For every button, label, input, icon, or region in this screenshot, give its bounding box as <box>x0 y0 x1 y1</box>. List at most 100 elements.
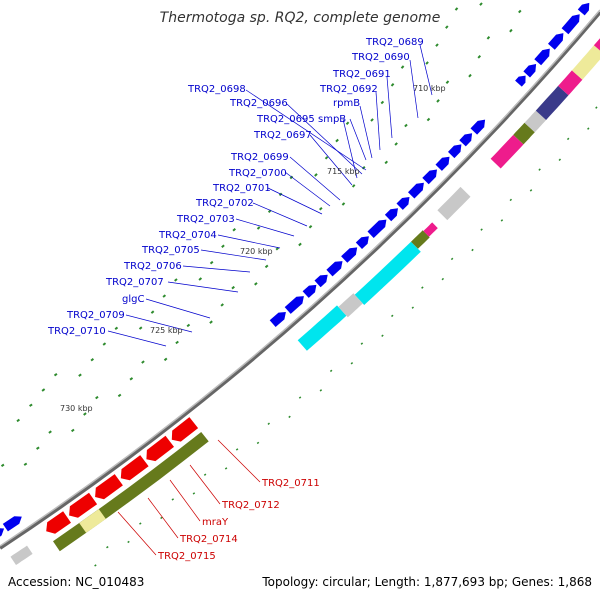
forward-gene-arrow[interactable] <box>314 274 328 288</box>
gc-skew-mark <box>232 227 236 232</box>
label-leader-line <box>167 281 239 293</box>
gc-skew-mark <box>23 462 28 466</box>
gc-skew-mark <box>36 446 40 450</box>
forward-gene-arrow[interactable] <box>408 182 424 199</box>
forward-gene-arrow[interactable] <box>326 261 343 277</box>
gc-skew-mark <box>41 388 46 392</box>
gene-label[interactable]: TRQ2_0704 <box>158 230 217 241</box>
gene-label[interactable]: TRQ2_0710 <box>47 326 106 337</box>
gene-label[interactable]: TRQ2_0709 <box>66 310 125 321</box>
gene-label[interactable]: TRQ2_0698 <box>187 84 246 95</box>
gene-label[interactable]: TRQ2_0714 <box>179 534 238 545</box>
forward-gene-arrow[interactable] <box>269 312 286 327</box>
gene-label[interactable]: TRQ2_0707 <box>105 277 164 288</box>
label-leader-line <box>189 464 221 505</box>
gene-label[interactable]: TRQ2_0691 <box>332 69 391 80</box>
forward-gene-arrow[interactable] <box>515 75 526 87</box>
reverse-gene-arrow[interactable] <box>146 435 174 462</box>
forward-gene-arrow[interactable] <box>284 296 304 314</box>
gc-content-mark <box>203 473 207 476</box>
forward-gene-arrow[interactable] <box>548 33 564 50</box>
gene-label[interactable]: TRQ2_0705 <box>141 245 200 256</box>
forward-gene-arrow[interactable] <box>523 64 537 78</box>
gc-skew-mark <box>426 117 431 122</box>
reverse-gene-arrow[interactable] <box>46 511 71 534</box>
gene-label[interactable]: TRQ2_0712 <box>221 500 280 511</box>
gc-content-mark <box>319 389 323 392</box>
gc-skew-mark <box>335 138 339 143</box>
gene-label[interactable]: smpB <box>318 114 346 125</box>
gene-label[interactable]: TRQ2_0689 <box>365 37 424 48</box>
gc-skew-mark <box>198 277 203 281</box>
gene-label[interactable]: TRQ2_0703 <box>176 214 235 225</box>
label-leader-line <box>217 439 261 483</box>
tick-label-725: 725 kbp <box>150 326 183 335</box>
gc-skew-mark <box>275 247 280 251</box>
gc-skew-mark <box>390 83 395 87</box>
forward-gene-arrow[interactable] <box>470 119 486 135</box>
gc-content-mark <box>558 158 562 162</box>
gc-content-mark <box>566 137 570 141</box>
forward-gene-arrow[interactable] <box>448 144 462 159</box>
forward-gene-arrow[interactable] <box>2 516 22 532</box>
gene-label[interactable]: TRQ2_0696 <box>229 98 288 109</box>
reverse-gene-arrow[interactable] <box>120 455 149 481</box>
label-leader-line <box>419 44 433 96</box>
gene-label[interactable]: TRQ2_0700 <box>228 168 287 179</box>
forward-gene-arrow[interactable] <box>422 169 437 185</box>
forward-gene-arrow[interactable] <box>384 208 398 222</box>
gc-skew-mark <box>404 123 408 128</box>
gc-skew-mark <box>486 36 491 40</box>
gene-label[interactable]: TRQ2_0692 <box>319 84 378 95</box>
gene-label[interactable]: TRQ2_0706 <box>123 261 182 272</box>
label-leader-line <box>267 187 323 215</box>
category-block <box>423 222 438 237</box>
gc-skew-mark <box>380 100 385 105</box>
gene-label[interactable]: TRQ2_0697 <box>253 130 312 141</box>
label-leader-line <box>349 118 367 161</box>
gc-content-mark <box>192 492 196 495</box>
forward-gene-arrow[interactable] <box>367 219 387 238</box>
gc-skew-mark <box>220 303 224 307</box>
forward-gene-arrow[interactable] <box>396 197 410 210</box>
label-leader-line <box>117 511 157 556</box>
gc-skew-mark <box>16 418 20 423</box>
label-leader-line <box>200 249 267 261</box>
map-title: Thermotoga sp. RQ2, complete genome <box>160 10 441 26</box>
forward-gene-arrow[interactable] <box>0 528 5 540</box>
forward-gene-arrow[interactable] <box>302 284 317 298</box>
gene-label[interactable]: mraY <box>202 517 229 528</box>
gene-label[interactable]: rpmB <box>333 98 360 109</box>
gene-label[interactable]: TRQ2_0711 <box>261 478 320 489</box>
category-block <box>338 293 363 318</box>
label-leader-line <box>147 497 179 539</box>
gene-label[interactable]: TRQ2_0695 <box>256 114 315 125</box>
gc-skew-mark <box>117 393 122 398</box>
gene-label[interactable]: TRQ2_0702 <box>195 198 254 209</box>
gene-label[interactable]: TRQ2_0699 <box>230 152 289 163</box>
forward-gene-arrow[interactable] <box>561 14 580 35</box>
reverse-gene-arrow[interactable] <box>95 474 123 500</box>
forward-gene-arrow[interactable] <box>459 133 473 147</box>
forward-gene-arrow[interactable] <box>435 156 450 171</box>
reverse-gene-arrow[interactable] <box>171 417 199 442</box>
reverse-gene-arrow[interactable] <box>69 492 98 518</box>
forward-gene-arrow[interactable] <box>355 236 369 249</box>
forward-gene-arrow[interactable] <box>534 48 550 66</box>
label-leader-line <box>289 156 341 201</box>
gene-label[interactable]: glgC <box>122 294 144 305</box>
gc-skew-mark <box>186 323 191 328</box>
forward-gene-arrow[interactable] <box>577 2 590 16</box>
gc-skew-mark <box>454 7 459 11</box>
forward-gene-arrow[interactable] <box>341 247 358 263</box>
gene-label[interactable]: TRQ2_0715 <box>157 551 216 562</box>
gc-skew-mark <box>264 264 269 269</box>
gc-skew-mark <box>163 357 168 362</box>
label-leader-line <box>284 171 331 207</box>
gc-skew-mark <box>445 80 450 84</box>
gc-skew-mark <box>479 2 483 6</box>
gene-label[interactable]: TRQ2_0690 <box>351 52 410 63</box>
gene-label[interactable]: TRQ2_0701 <box>212 183 271 194</box>
gc-skew-mark <box>518 9 522 14</box>
